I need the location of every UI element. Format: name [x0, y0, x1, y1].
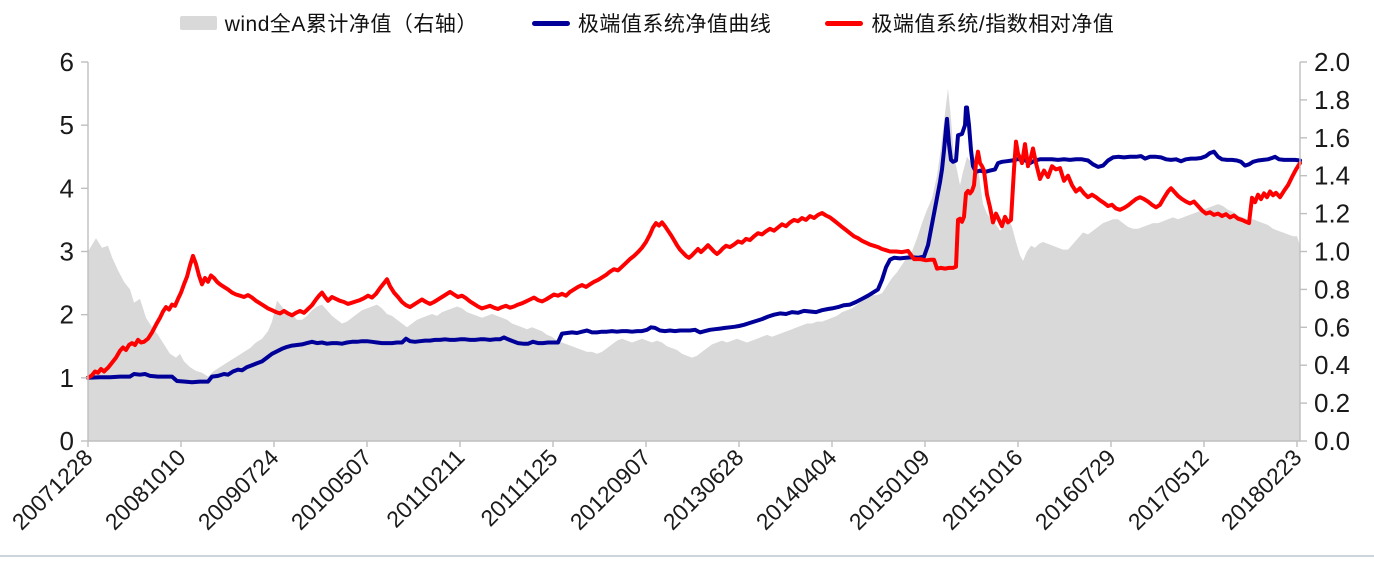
axis-tick-label: 0.0: [1314, 426, 1350, 456]
axis-tick-label: 2: [60, 300, 74, 330]
axis-tick-label: 0.4: [1314, 350, 1350, 380]
area-swatch-icon: [179, 16, 217, 30]
axis-tick-label: 20130628: [658, 444, 749, 535]
axis-tick-label: 20081010: [100, 444, 191, 535]
axis-tick-label: 1.4: [1314, 161, 1350, 191]
legend-item-wind-index: wind全A累计净值（右轴）: [179, 8, 478, 38]
axis-tick-label: 1.2: [1314, 199, 1350, 229]
legend-label: wind全A累计净值（右轴）: [224, 13, 478, 36]
legend-label: 极端值系统净值曲线: [577, 13, 772, 36]
axis-tick-label: 1.6: [1314, 123, 1350, 153]
axis-tick-label: 20151016: [937, 444, 1028, 535]
series-area-wind-index: [88, 88, 1300, 441]
axis-tick-label: 4: [60, 173, 74, 203]
axis-tick-label: 0.8: [1314, 274, 1350, 304]
axis-tick-label: 20170512: [1123, 444, 1214, 535]
axis-tick-label: 1.0: [1314, 237, 1350, 267]
series-line-relative-nav: [86, 139, 1302, 380]
line-swatch-icon: [531, 20, 570, 26]
legend-item-relative-nav: 极端值系统/指数相对净值: [825, 8, 1114, 38]
axis-tick-label: 20160729: [1030, 444, 1121, 535]
bottom-divider: [0, 555, 1374, 557]
axis-tick-label: 20140404: [751, 444, 842, 535]
axis-tick-label: 0.2: [1314, 388, 1350, 418]
axis-tick-label: 20090724: [193, 444, 284, 535]
axis-tick-label: 1.8: [1314, 85, 1350, 115]
axis-tick-label: 0.6: [1314, 312, 1350, 342]
chart-legend: wind全A累计净值（右轴） 极端值系统净值曲线 极端值系统/指数相对净值: [0, 8, 1334, 38]
axis-tick-label: 2.0: [1314, 47, 1350, 77]
axis-tick-label: 20111125: [475, 444, 562, 531]
axis-tick-label: 5: [60, 110, 74, 140]
series-line-system-nav: [86, 105, 1302, 385]
axis-tick-label: 20100507: [286, 444, 377, 535]
axis-tick-label: 20120907: [565, 444, 656, 535]
axis-tick-label: 3: [60, 237, 74, 267]
plot-series: [86, 88, 1302, 441]
axis-tick-label: 20180223: [1216, 444, 1307, 535]
axis-tick-label: 20110211: [381, 444, 469, 532]
axis-tick-label: 1: [60, 363, 74, 393]
axis-tick-label: 20071228: [7, 444, 98, 535]
axis-tick-label: 6: [60, 47, 74, 77]
legend-item-system-nav: 极端值系统净值曲线: [531, 8, 772, 38]
legend-label: 极端值系统/指数相对净值: [871, 13, 1115, 36]
axis-tick-label: 0: [60, 426, 74, 456]
line-swatch-icon: [825, 20, 864, 26]
axis-tick-label: 20150109: [844, 444, 935, 535]
